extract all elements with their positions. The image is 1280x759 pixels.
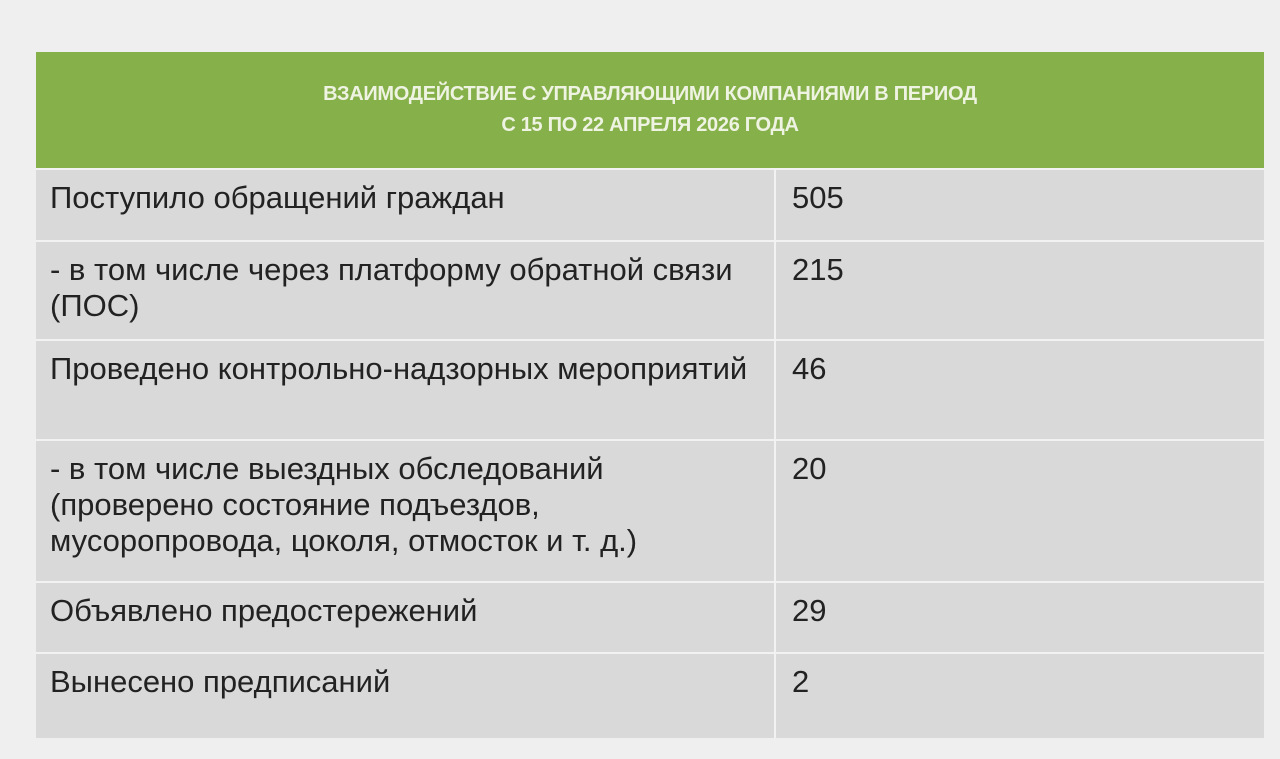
table-row: Проведено контрольно-надзорных мероприят… (36, 339, 1264, 439)
row-value: 20 (792, 451, 827, 486)
table-title: ВЗАИМОДЕЙСТВИЕ С УПРАВЛЯЮЩИМИ КОМПАНИЯМИ… (323, 83, 977, 105)
row-label: Проведено контрольно-надзорных мероприят… (36, 341, 776, 439)
table-row: Вынесено предписаний 2 (36, 652, 1264, 738)
table-subtitle: С 15 ПО 22 АПРЕЛЯ 2026 ГОДА (501, 114, 799, 136)
row-label: - в том числе через платформу обратной с… (36, 242, 776, 339)
row-label: Вынесено предписаний (36, 654, 776, 738)
table-row: Объявлено предостережений 29 (36, 581, 1264, 652)
row-value: 505 (792, 180, 844, 215)
row-value: 2 (792, 664, 810, 699)
table-row: Поступило обращений граждан 505 (36, 168, 1264, 240)
table-row: - в том числе выездных обследований (про… (36, 439, 1264, 581)
table-header: ВЗАИМОДЕЙСТВИЕ С УПРАВЛЯЮЩИМИ КОМПАНИЯМИ… (36, 52, 1264, 168)
row-value: 46 (792, 351, 827, 386)
table-row: - в том числе через платформу обратной с… (36, 240, 1264, 339)
row-label: - в том числе выездных обследований (про… (36, 441, 776, 581)
row-value: 29 (792, 593, 827, 628)
row-label: Поступило обращений граждан (36, 170, 776, 240)
row-label: Объявлено предостережений (36, 583, 776, 652)
stats-table: ВЗАИМОДЕЙСТВИЕ С УПРАВЛЯЮЩИМИ КОМПАНИЯМИ… (36, 52, 1264, 738)
row-value: 215 (792, 252, 844, 287)
